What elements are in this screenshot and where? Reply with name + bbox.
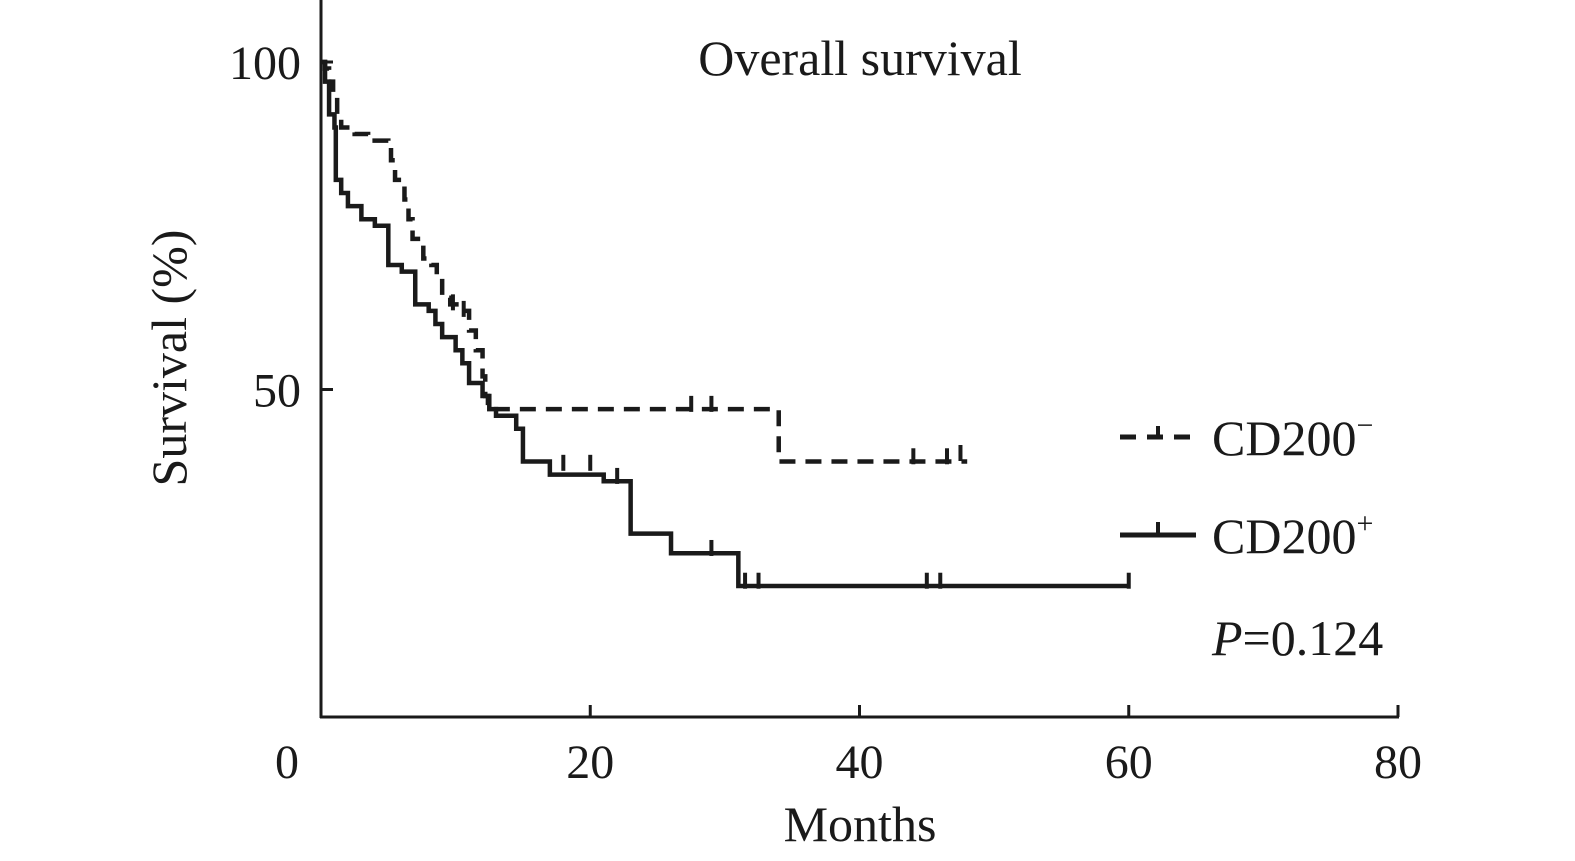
- series-layer: [321, 59, 1131, 589]
- series-cd200-negative: [321, 59, 968, 465]
- legend-label-cd200-positive: CD200+: [1212, 507, 1373, 564]
- series-cd200-positive: [321, 59, 1131, 589]
- x-tick-label: 0: [275, 736, 299, 789]
- legend-item-cd200-positive: CD200+: [1120, 507, 1373, 564]
- chart-title: Overall survival: [698, 30, 1022, 86]
- y-tick-label: 50: [253, 365, 301, 418]
- series-cd200-positive-line: [321, 59, 1129, 589]
- legend-name: CD200: [1212, 508, 1356, 564]
- series-cd200-negative-line: [321, 59, 968, 464]
- x-ticks: 0 20 40 60 80: [275, 705, 1422, 789]
- legend-name: CD200: [1212, 410, 1356, 466]
- legend-label-cd200-negative: CD200−: [1212, 409, 1373, 466]
- legend: CD200− CD200+: [1120, 409, 1373, 564]
- p-value: =0.124: [1243, 610, 1384, 666]
- p-value-annotation: P=0.124: [1211, 610, 1383, 666]
- y-axis-title: Survival (%): [141, 230, 197, 487]
- x-tick-label: 20: [566, 736, 614, 789]
- y-ticks: 50 100: [229, 37, 333, 418]
- legend-superscript: −: [1356, 409, 1373, 442]
- legend-superscript: +: [1356, 507, 1373, 540]
- p-symbol: P: [1211, 610, 1243, 666]
- x-tick-label: 40: [836, 736, 884, 789]
- x-axis-title: Months: [784, 796, 937, 852]
- x-tick-label: 80: [1374, 736, 1422, 789]
- legend-item-cd200-negative: CD200−: [1120, 409, 1373, 466]
- x-tick-label: 60: [1105, 736, 1153, 789]
- y-tick-label: 100: [229, 37, 301, 90]
